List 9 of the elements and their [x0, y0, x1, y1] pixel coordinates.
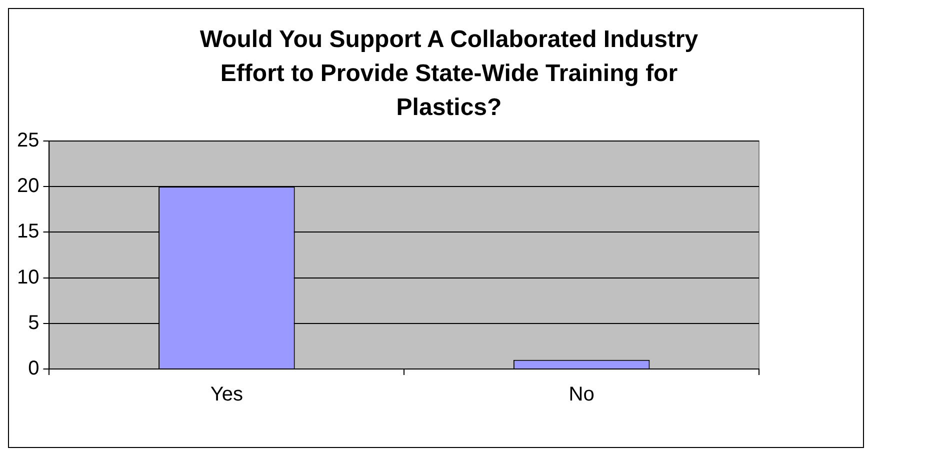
- y-tick-label: 15: [16, 220, 40, 243]
- x-tick-label: Yes: [210, 384, 244, 406]
- chart-title: Would You Support A Collaborated Industry Effort to Provide State-Wide Training for Plastics?: [198, 25, 700, 123]
- x-tick-label: No: [568, 384, 594, 406]
- y-tick-label: 20: [16, 175, 40, 198]
- y-tick-label: 25: [16, 130, 40, 152]
- y-tick-label: 5: [28, 312, 40, 334]
- y-tick-label: 10: [16, 266, 40, 288]
- y-tick-label: 0: [28, 358, 40, 380]
